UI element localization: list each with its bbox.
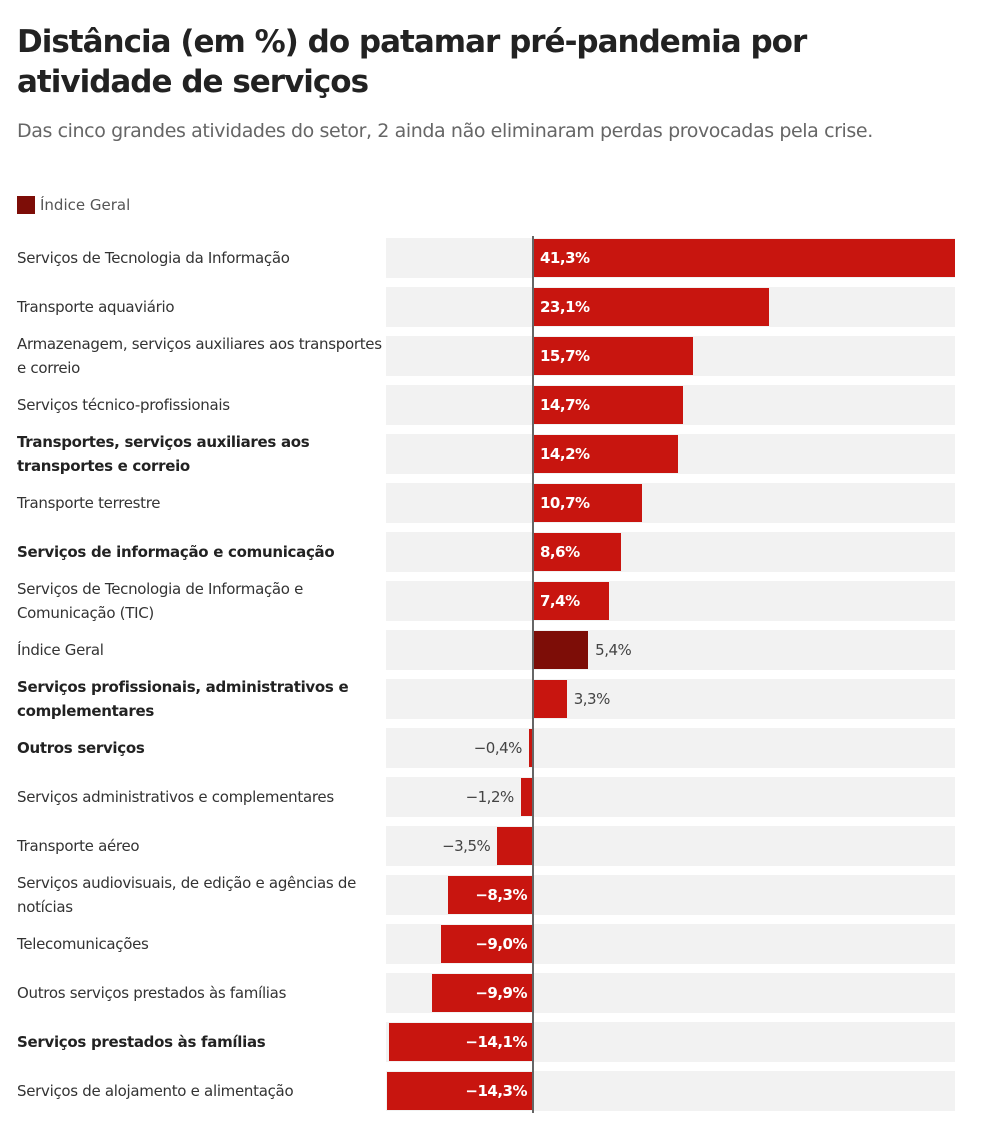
bar [533, 582, 609, 620]
bar [533, 631, 589, 669]
value-label: 14,2% [540, 445, 590, 463]
value-label: −8,3% [475, 886, 527, 904]
bar [448, 876, 533, 914]
value-label: 15,7% [540, 347, 590, 365]
legend: Índice Geral [17, 196, 130, 214]
category-label: Serviços de Tecnologia da Informação [17, 249, 290, 267]
row-background [386, 581, 955, 621]
category-label: Outros serviços prestados às famílias [17, 984, 287, 1002]
legend-label: Índice Geral [40, 196, 131, 214]
category-label: Serviços prestados às famílias [17, 1033, 266, 1051]
value-label: 41,3% [540, 249, 590, 267]
value-label: −14,3% [465, 1082, 527, 1100]
row-background [386, 483, 955, 523]
bar [533, 680, 567, 718]
value-label: 7,4% [540, 592, 580, 610]
value-label: −1,2% [465, 788, 515, 806]
value-label: 5,4% [595, 641, 632, 659]
row-background [386, 777, 955, 817]
value-label: −0,4% [473, 739, 523, 757]
bar [533, 484, 643, 522]
value-label: −9,9% [475, 984, 527, 1002]
row-background [386, 826, 955, 866]
zero-axis-line [532, 236, 534, 1113]
bar [497, 827, 533, 865]
legend-swatch [17, 196, 35, 214]
value-label: −14,1% [465, 1033, 527, 1051]
row-background [386, 630, 955, 670]
category-label: Índice Geral [17, 641, 104, 659]
value-label: 23,1% [540, 298, 590, 316]
value-label: 10,7% [540, 494, 590, 512]
value-label: 8,6% [540, 543, 580, 561]
bar [533, 435, 679, 473]
category-label: Transporte aquaviário [17, 298, 175, 316]
category-label: Transporte aéreo [17, 837, 140, 855]
value-label: −3,5% [442, 837, 491, 855]
bar [533, 288, 770, 326]
category-label: Transportes, serviços auxiliares aos tra… [17, 433, 310, 475]
chart-subtitle: Das cinco grandes atividades do setor, 2… [17, 120, 873, 142]
bar [533, 386, 684, 424]
value-label: 14,7% [540, 396, 590, 414]
bar [533, 239, 955, 277]
chart-title: Distância (em %) do patamar pré-pandemia… [17, 24, 807, 100]
row-background [386, 728, 955, 768]
category-label: Serviços profissionais, administrativos … [17, 678, 349, 720]
bar [386, 1072, 533, 1110]
bar [441, 925, 533, 963]
value-label: 3,3% [573, 690, 611, 708]
category-label: Serviços técnico-profissionais [17, 396, 230, 414]
category-label: Telecomunicações [17, 935, 149, 953]
row-background [386, 532, 955, 572]
bar [533, 337, 694, 375]
category-label: Armazenagem, serviços auxiliares aos tra… [17, 335, 382, 377]
bar [528, 729, 533, 767]
bar [388, 1023, 533, 1061]
row-background [386, 679, 955, 719]
bar [520, 778, 533, 816]
bar [533, 533, 621, 571]
category-label: Serviços de Tecnologia de Informação e C… [17, 580, 304, 622]
category-label: Serviços de alojamento e alimentação [17, 1082, 294, 1100]
category-label: Serviços de informação e comunicação [17, 543, 335, 561]
value-label: −9,0% [475, 935, 527, 953]
category-label: Transporte terrestre [17, 494, 161, 512]
category-label: Outros serviços [17, 739, 145, 757]
category-label: Serviços audiovisuais, de edição e agênc… [17, 874, 357, 916]
bar [431, 974, 533, 1012]
category-label: Serviços administrativos e complementare… [17, 788, 334, 806]
